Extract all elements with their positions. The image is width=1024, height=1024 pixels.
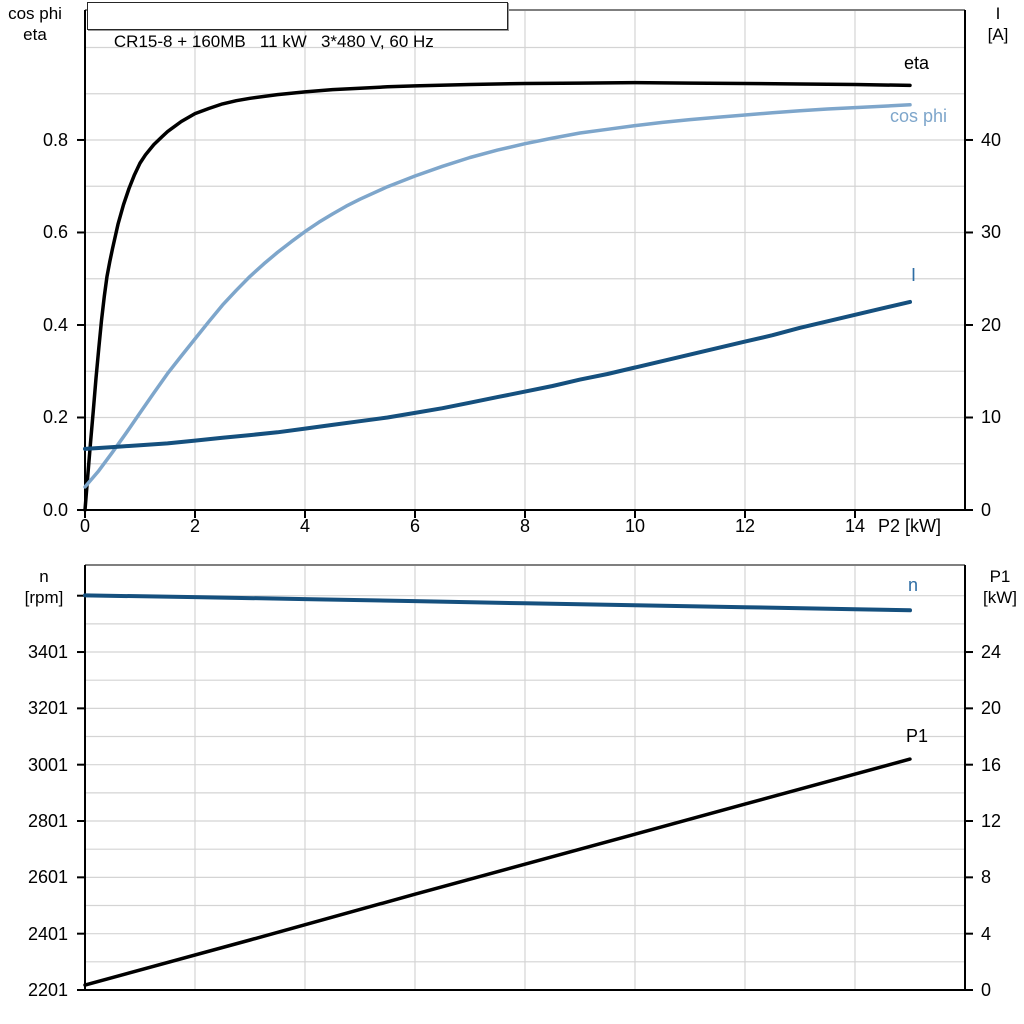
x-axis-tick-label: 0: [79, 516, 90, 536]
right-axis-tick-label: 4: [981, 923, 992, 944]
p1-axis-unit: [kW]: [983, 588, 1017, 607]
left-axis-tick-label: 3001: [27, 754, 68, 775]
right-axis-tick-label: 8: [981, 867, 992, 888]
x-axis-tick-label: 14: [844, 516, 866, 536]
left-axis-tick-label: 3201: [27, 698, 68, 719]
bottom-right-axis-title: P1 [kW]: [976, 566, 1024, 608]
x-axis-tick-label: 2: [189, 516, 200, 536]
current-axis-unit: [A]: [987, 25, 1009, 44]
x-axis-tick-label: 10: [624, 516, 646, 536]
x-axis-title: P2 [kW]: [878, 516, 942, 536]
right-axis-tick-label: 24: [981, 642, 1002, 663]
n-curve: [83, 593, 912, 613]
panel-1-axes: [77, 564, 973, 991]
right-axis-tick-label: 0: [981, 980, 992, 1000]
I-curve: [83, 299, 912, 451]
I-curve-label: I: [911, 265, 917, 285]
right-axis-tick-label: 20: [981, 698, 1002, 719]
eta-curve-label: eta: [904, 53, 930, 73]
right-axis-tick-label: 10: [981, 407, 1002, 428]
top-left-axis-title: cos phi eta: [4, 3, 66, 45]
left-axis-tick-label: 0.6: [42, 222, 68, 243]
x-axis-tick-label: 8: [519, 516, 530, 536]
x-axis-tick-label: 12: [734, 516, 756, 536]
left-axis-tick-label: 0.0: [42, 500, 68, 520]
right-axis-tick-label: 40: [981, 129, 1002, 150]
P1-curve: [83, 757, 912, 987]
x-axis-tick-label: 4: [299, 516, 310, 536]
left-axis-tick-label: 2401: [27, 923, 68, 944]
left-axis-tick-label: 3401: [27, 642, 68, 663]
cos-phi-curve-label: cos phi: [890, 106, 948, 126]
right-axis-tick-label: 16: [981, 754, 1002, 775]
eta-axis-label: eta: [23, 25, 47, 44]
left-axis-tick-label: 2801: [27, 811, 68, 831]
p1-axis-label: P1: [989, 567, 1011, 586]
right-axis-tick-label: 20: [981, 314, 1002, 335]
right-axis-tick-label: 30: [981, 222, 1002, 243]
left-axis-tick-label: 0.2: [42, 407, 68, 428]
P1-curve-label: P1: [906, 726, 929, 746]
panel-0-axes: [77, 9, 973, 518]
left-axis-tick-label: 2201: [27, 980, 68, 1000]
left-axis-tick-label: 2601: [27, 867, 68, 888]
x-axis-tick-label: 6: [409, 516, 420, 536]
chart-title-box: CR15-8 + 160MB 11 kW 3*480 V, 60 Hz: [87, 2, 508, 51]
eta-curve: [83, 80, 912, 512]
n-curve-label: n: [908, 575, 919, 595]
speed-axis-label: n: [39, 567, 49, 586]
cos-phi-curve: [83, 103, 912, 489]
speed-axis-unit: [rpm]: [24, 588, 64, 607]
bottom-left-axis-title: n [rpm]: [8, 566, 80, 608]
cos-phi-axis-label: cos phi: [8, 4, 62, 23]
panel-1-grid: [85, 565, 965, 990]
left-axis-tick-label: 0.4: [42, 314, 68, 335]
right-axis-tick-label: 12: [981, 811, 1002, 831]
current-axis-label: I: [995, 4, 1001, 23]
right-axis-tick-label: 0: [981, 500, 992, 520]
top-right-axis-title: I [A]: [976, 3, 1020, 45]
left-axis-tick-label: 0.8: [42, 129, 68, 150]
chart-title-text: CR15-8 + 160MB 11 kW 3*480 V, 60 Hz: [113, 32, 434, 51]
